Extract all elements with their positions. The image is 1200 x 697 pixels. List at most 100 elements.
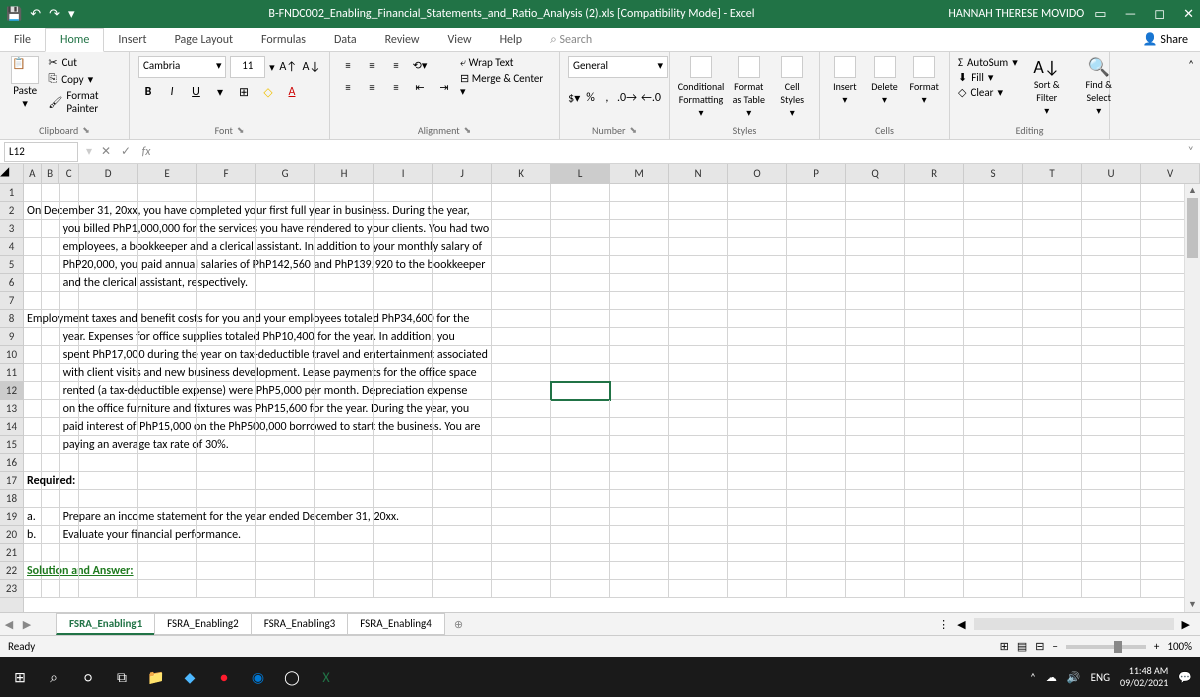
cell[interactable] [905, 310, 964, 328]
format-cells-button[interactable]: Format▾ [907, 56, 941, 122]
cut-button[interactable]: ✂Cut [48, 56, 121, 69]
zoom-slider[interactable] [1066, 645, 1146, 649]
save-icon[interactable]: 💾 [6, 7, 22, 22]
maximize-icon[interactable]: ◻ [1154, 7, 1165, 22]
cell[interactable] [256, 202, 315, 220]
cell[interactable] [846, 580, 905, 598]
cell[interactable] [138, 580, 197, 598]
cell[interactable] [315, 328, 374, 346]
cell[interactable] [433, 526, 492, 544]
cell[interactable] [138, 382, 197, 400]
cortana-icon[interactable]: ○ [76, 665, 100, 689]
name-box[interactable] [4, 142, 78, 162]
cell[interactable] [610, 508, 669, 526]
cell[interactable] [138, 346, 197, 364]
cell[interactable] [551, 400, 610, 418]
cell[interactable]: rented (a tax-deductible expense) were P… [60, 382, 80, 400]
cell[interactable] [138, 562, 197, 580]
cell[interactable] [669, 490, 728, 508]
cell[interactable] [905, 220, 964, 238]
cell[interactable] [24, 184, 42, 202]
cell[interactable] [138, 274, 197, 292]
cell[interactable] [492, 346, 551, 364]
cell[interactable] [610, 526, 669, 544]
cell[interactable] [197, 256, 256, 274]
fx-button[interactable]: fx [136, 145, 156, 159]
cell[interactable] [728, 508, 787, 526]
cell[interactable]: on the office furniture and fixtures was… [60, 400, 80, 418]
cell[interactable] [42, 490, 60, 508]
row-header[interactable]: 12 [0, 382, 23, 400]
cell[interactable] [846, 562, 905, 580]
cell[interactable] [197, 436, 256, 454]
cell[interactable] [787, 544, 846, 562]
cell[interactable] [315, 418, 374, 436]
cell[interactable] [197, 382, 256, 400]
cell[interactable] [787, 256, 846, 274]
cell[interactable] [197, 202, 256, 220]
comma-button[interactable]: , [601, 88, 613, 108]
cell[interactable] [728, 580, 787, 598]
cell[interactable] [256, 292, 315, 310]
cell[interactable] [905, 544, 964, 562]
cell[interactable] [728, 544, 787, 562]
cell[interactable] [374, 184, 433, 202]
row-header[interactable]: 21 [0, 544, 23, 562]
chrome-icon[interactable]: ◯ [280, 665, 304, 689]
cell[interactable] [905, 292, 964, 310]
row-header[interactable]: 16 [0, 454, 23, 472]
tab-home[interactable]: Home [45, 28, 104, 52]
cell[interactable] [374, 490, 433, 508]
cell[interactable] [964, 202, 1023, 220]
cell[interactable] [24, 580, 42, 598]
cell[interactable] [42, 292, 60, 310]
cell[interactable] [1082, 382, 1141, 400]
column-header[interactable]: D [79, 164, 138, 183]
cell[interactable] [374, 274, 433, 292]
cell[interactable] [24, 274, 42, 292]
expand-formula-icon[interactable]: ˅ [1182, 145, 1200, 159]
cell[interactable]: b. [24, 526, 42, 544]
cell[interactable] [256, 364, 315, 382]
cell[interactable]: paying an average tax rate of 30%. [60, 436, 80, 454]
cell[interactable] [42, 184, 60, 202]
cell[interactable] [905, 364, 964, 382]
cell[interactable] [610, 238, 669, 256]
cell[interactable]: PhP20,000, you paid annual salaries of P… [60, 256, 80, 274]
cell[interactable] [433, 184, 492, 202]
cell[interactable] [551, 256, 610, 274]
page-layout-view-icon[interactable]: ▤ [1017, 640, 1027, 653]
cell[interactable] [197, 292, 256, 310]
cell[interactable] [256, 562, 315, 580]
cell[interactable] [905, 418, 964, 436]
cell[interactable] [787, 328, 846, 346]
cell[interactable] [905, 526, 964, 544]
cell[interactable] [492, 562, 551, 580]
language-indicator[interactable]: ENG [1091, 671, 1110, 684]
cell[interactable] [1082, 256, 1141, 274]
cell[interactable] [551, 562, 610, 580]
cell[interactable] [669, 544, 728, 562]
scroll-up-icon[interactable]: ▲ [1185, 184, 1200, 198]
cell[interactable] [964, 382, 1023, 400]
cell[interactable] [24, 400, 42, 418]
cell[interactable] [138, 220, 197, 238]
cell[interactable] [60, 310, 80, 328]
decrease-decimal-button[interactable]: ←.0 [641, 88, 661, 108]
cell[interactable] [1082, 184, 1141, 202]
cell[interactable] [787, 220, 846, 238]
row-header[interactable]: 18 [0, 490, 23, 508]
cell[interactable] [846, 418, 905, 436]
cell[interactable] [256, 454, 315, 472]
cell[interactable] [669, 382, 728, 400]
cell[interactable] [197, 508, 256, 526]
cell[interactable] [60, 544, 80, 562]
cell[interactable] [79, 328, 138, 346]
cell[interactable] [846, 544, 905, 562]
cell[interactable] [846, 454, 905, 472]
cell[interactable] [79, 256, 138, 274]
cell[interactable] [964, 256, 1023, 274]
cell[interactable] [669, 310, 728, 328]
chevron-down-icon[interactable]: ▾ [22, 97, 28, 110]
cell[interactable]: Prepare an income statement for the year… [60, 508, 80, 526]
